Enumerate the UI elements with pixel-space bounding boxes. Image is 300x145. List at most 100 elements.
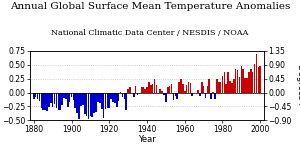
Bar	[59, 93, 61, 110]
Bar	[35, 93, 37, 97]
Bar	[46, 93, 48, 112]
Bar	[191, 93, 193, 96]
Bar	[231, 83, 233, 93]
Bar	[118, 93, 119, 101]
X-axis label: Year: Year	[138, 135, 156, 144]
Bar	[214, 93, 216, 99]
Bar	[84, 93, 86, 114]
Bar	[69, 93, 70, 102]
Bar	[50, 93, 52, 103]
Bar	[208, 79, 210, 93]
Bar	[44, 93, 46, 110]
Bar	[120, 92, 122, 93]
Bar	[237, 70, 239, 93]
Bar	[254, 64, 255, 93]
Bar	[65, 93, 67, 99]
Bar	[105, 93, 106, 109]
Bar	[246, 78, 248, 93]
Bar	[241, 66, 242, 93]
Bar	[188, 83, 189, 93]
Bar	[242, 69, 244, 93]
Bar	[58, 93, 59, 110]
Text: Annual Global Surface Mean Temperature Anomalies: Annual Global Surface Mean Temperature A…	[10, 2, 290, 11]
Bar	[124, 93, 125, 99]
Bar	[140, 87, 142, 93]
Bar	[109, 93, 110, 108]
Bar	[76, 93, 78, 113]
Y-axis label: Degrees F: Degrees F	[296, 64, 300, 107]
Bar	[186, 85, 188, 93]
Bar	[199, 93, 201, 96]
Bar	[203, 86, 204, 93]
Bar	[52, 93, 53, 107]
Bar	[222, 76, 223, 93]
Bar	[86, 93, 87, 116]
Bar	[172, 93, 174, 100]
Bar	[257, 67, 259, 93]
Bar	[127, 89, 129, 93]
Bar	[252, 72, 254, 93]
Bar	[61, 93, 63, 105]
Bar	[42, 93, 44, 110]
Bar	[210, 93, 212, 99]
Bar	[239, 77, 240, 93]
Bar	[99, 93, 100, 103]
Bar	[260, 66, 261, 93]
Bar	[154, 79, 155, 93]
Bar	[169, 86, 170, 93]
Bar	[129, 87, 131, 93]
Bar	[112, 93, 114, 102]
Bar	[106, 93, 108, 108]
Bar	[97, 93, 99, 102]
Bar	[178, 83, 180, 93]
Bar	[175, 93, 176, 96]
Bar	[207, 86, 208, 93]
Bar	[125, 93, 127, 110]
Bar	[176, 93, 178, 99]
Bar	[235, 69, 236, 93]
Bar	[180, 79, 182, 93]
Bar	[73, 93, 74, 100]
Bar	[197, 90, 199, 93]
Bar	[224, 72, 225, 93]
Bar	[122, 93, 123, 97]
Bar	[40, 93, 42, 108]
Bar	[48, 93, 50, 107]
Bar	[37, 93, 38, 99]
Bar	[256, 54, 257, 93]
Text: National Climatic Data Center / NESDIS / NOAA: National Climatic Data Center / NESDIS /…	[51, 29, 249, 37]
Bar	[163, 93, 165, 95]
Bar	[56, 93, 57, 108]
Bar	[201, 82, 202, 93]
Bar	[161, 91, 163, 93]
Bar	[80, 93, 82, 106]
Bar	[150, 85, 152, 93]
Bar	[227, 72, 229, 93]
Bar	[212, 92, 214, 93]
Bar	[218, 83, 220, 93]
Bar	[144, 89, 146, 93]
Bar	[148, 82, 150, 93]
Bar	[216, 79, 218, 93]
Bar	[137, 93, 138, 95]
Bar	[226, 84, 227, 93]
Bar	[233, 79, 235, 93]
Bar	[101, 93, 103, 109]
Bar	[167, 87, 169, 93]
Bar	[229, 81, 231, 93]
Bar	[116, 93, 118, 107]
Bar	[146, 87, 148, 93]
Bar	[93, 93, 95, 113]
Bar	[165, 93, 167, 102]
Bar	[95, 93, 97, 112]
Bar	[190, 83, 191, 93]
Bar	[90, 93, 91, 116]
Bar	[39, 93, 40, 101]
Bar	[78, 93, 80, 119]
Bar	[171, 84, 172, 93]
Bar	[205, 93, 206, 98]
Bar	[220, 83, 221, 93]
Bar	[250, 69, 252, 93]
Bar	[159, 89, 161, 93]
Bar	[74, 93, 76, 108]
